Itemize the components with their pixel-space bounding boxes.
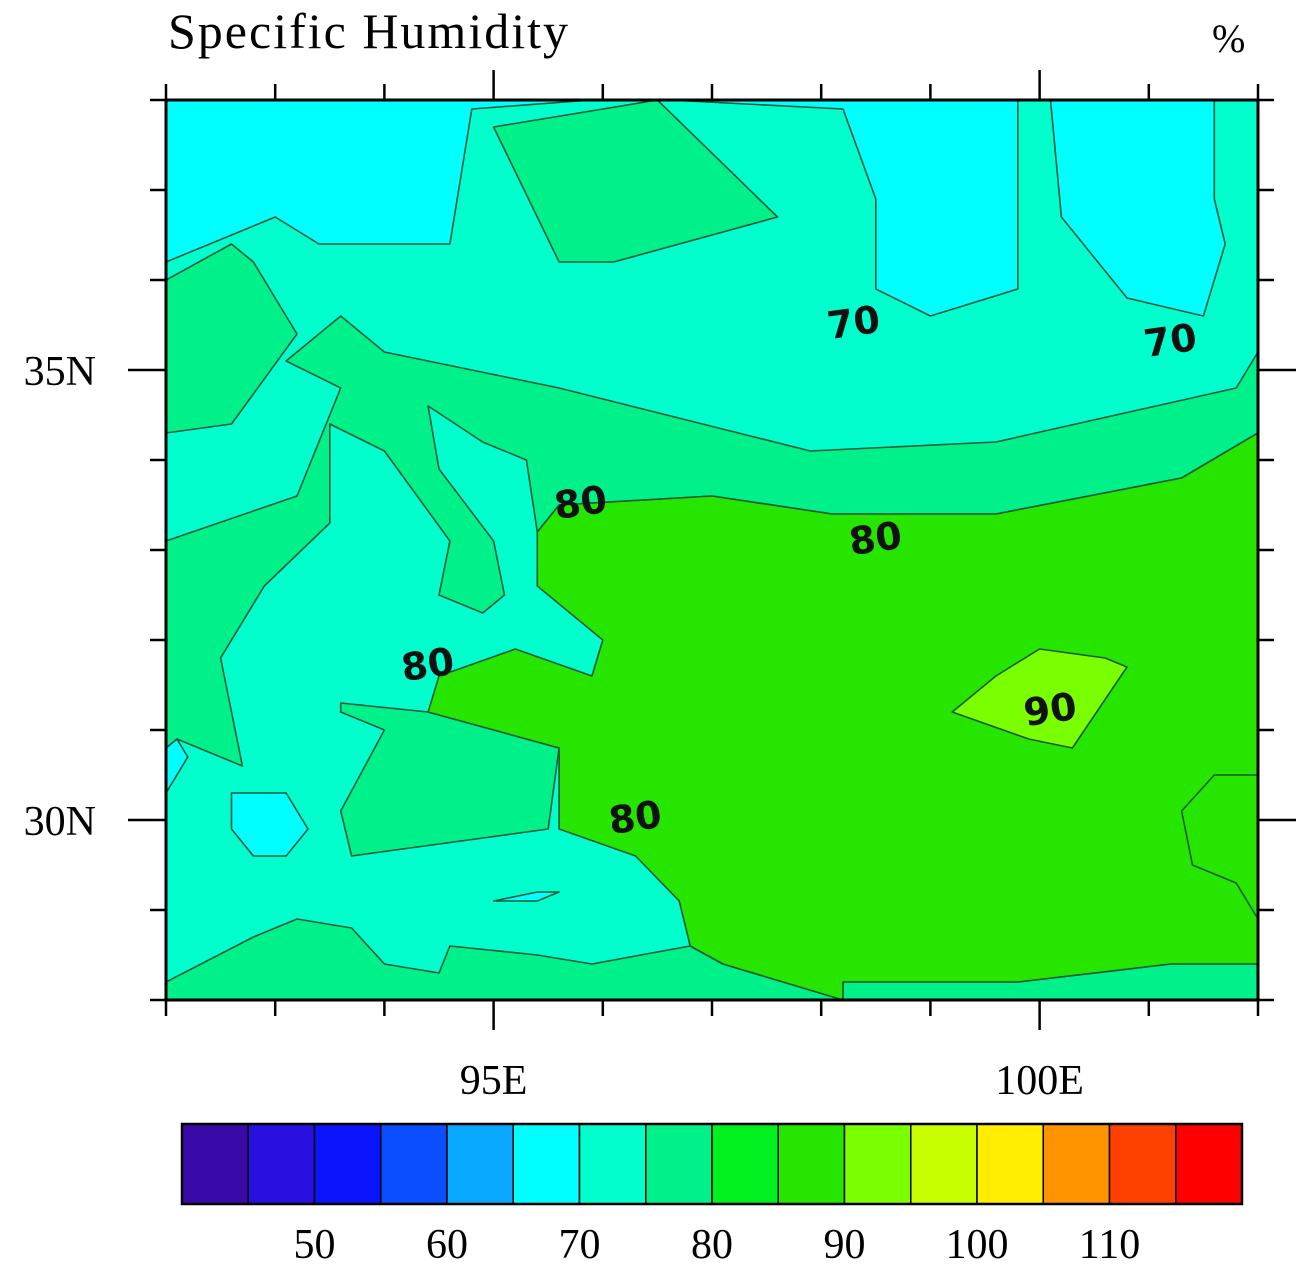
contour-region xyxy=(1180,774,1258,920)
y-tick-label: 30N xyxy=(24,799,96,845)
colorbar-box xyxy=(645,1123,713,1205)
x-tick-label: 95E xyxy=(460,1058,528,1104)
colorbar-box xyxy=(777,1123,846,1205)
colorbar-tick-label: 80 xyxy=(691,1222,733,1268)
colorbar-box xyxy=(380,1123,448,1205)
contour-region xyxy=(339,702,560,857)
contour-label: 70 xyxy=(824,297,882,348)
colorbar-box xyxy=(910,1123,978,1205)
colorbar-tick-label: 60 xyxy=(426,1222,468,1268)
filled-contours xyxy=(166,100,1258,1000)
x-tick-label: 100E xyxy=(995,1058,1084,1104)
contour-label: 80 xyxy=(398,639,456,690)
colorbar-box xyxy=(1042,1123,1111,1205)
contour-label: 90 xyxy=(1021,684,1079,735)
colorbar-box xyxy=(843,1123,912,1205)
contour-region xyxy=(492,891,560,902)
colorbar xyxy=(180,1122,1244,1206)
colorbar-box xyxy=(1108,1123,1177,1205)
colorbar-tick-label: 50 xyxy=(294,1222,336,1268)
colorbar-box xyxy=(512,1123,581,1205)
contour-region xyxy=(230,792,309,857)
contour-label: 80 xyxy=(846,513,904,564)
contour-region xyxy=(492,100,779,263)
contour-region xyxy=(667,100,1019,317)
units-label: % xyxy=(1212,16,1245,61)
contour-label: 80 xyxy=(606,792,664,843)
colorbar-box xyxy=(313,1123,382,1205)
contour-region xyxy=(951,648,1128,749)
colorbar-tick-label: 110 xyxy=(1079,1222,1140,1268)
colorbar-labels: 50 60 70 80 90 100 110 xyxy=(294,1222,1141,1268)
colorbar-box xyxy=(711,1123,779,1205)
colorbar-box xyxy=(976,1123,1044,1205)
x-axis-labels: 95E 100E xyxy=(460,1058,1084,1104)
contour-region xyxy=(427,432,1258,1000)
plot-area: 70 70 80 80 80 80 90 xyxy=(128,70,1296,1030)
contour-region xyxy=(166,243,298,434)
map-title: Specific Humidity xyxy=(168,3,570,59)
colorbar-box xyxy=(1175,1123,1243,1205)
contour-label: 80 xyxy=(551,477,609,528)
map-title-text: Specific Humidity xyxy=(168,3,570,59)
colorbar-tick-label: 70 xyxy=(559,1222,601,1268)
contour-label: 70 xyxy=(1141,315,1199,366)
y-axis-labels: 35N 30N xyxy=(24,349,96,845)
contour-region xyxy=(166,315,1258,767)
colorbar-box xyxy=(181,1123,249,1205)
colorbar-frame xyxy=(180,1122,1244,1206)
colorbar-box xyxy=(578,1123,647,1205)
contour-region xyxy=(1049,100,1226,317)
y-tick-label: 35N xyxy=(24,349,96,395)
contour-labels: 70 70 80 80 80 80 90 xyxy=(398,297,1199,843)
colorbar-box xyxy=(247,1123,316,1205)
colorbar-tick-label: 100 xyxy=(946,1222,1009,1268)
colorbar-box xyxy=(446,1123,514,1205)
colorbar-tick-label: 90 xyxy=(824,1222,866,1268)
axis-ticks xyxy=(128,70,1296,1030)
